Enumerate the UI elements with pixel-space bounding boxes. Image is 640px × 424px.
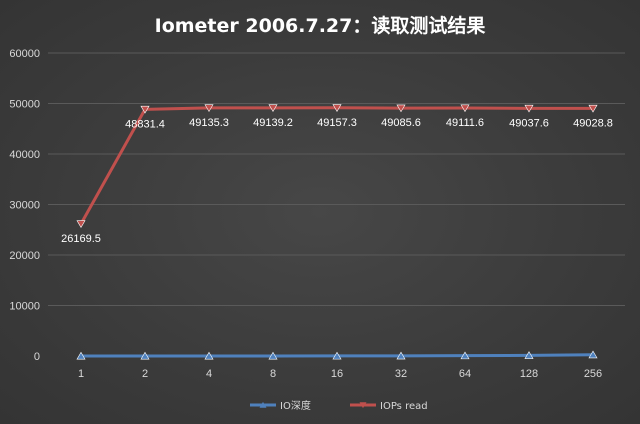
legend: IO深度 IOPs read xyxy=(250,399,428,412)
data-point xyxy=(588,350,598,359)
data-point xyxy=(332,104,342,112)
legend-item: IO深度 xyxy=(250,399,311,412)
data-point xyxy=(140,105,150,114)
legend-marker xyxy=(359,402,367,409)
x-tick-label: 32 xyxy=(395,368,407,380)
data-point xyxy=(268,104,278,113)
data-point xyxy=(588,104,598,113)
series-0 xyxy=(76,350,598,360)
data-point xyxy=(140,351,150,360)
x-tick-label: 64 xyxy=(459,368,471,380)
x-tick-label: 256 xyxy=(584,368,602,380)
data-point xyxy=(524,351,534,359)
data-label: 49157.3 xyxy=(317,117,357,129)
y-tick-label: 50000 xyxy=(9,99,40,111)
data-label: 49111.6 xyxy=(446,117,484,129)
data-label: 49085.6 xyxy=(381,117,421,129)
data-point xyxy=(332,351,342,360)
data-label: 49135.3 xyxy=(189,117,229,129)
x-tick-label: 8 xyxy=(270,368,276,380)
data-point xyxy=(396,351,406,360)
y-axis-ticks: 0 10000 20000 30000 40000 50000 60000 xyxy=(9,48,40,363)
data-label: 49139.2 xyxy=(253,117,293,129)
y-tick-label: 10000 xyxy=(9,301,40,313)
y-tick-label: 20000 xyxy=(9,250,40,262)
data-labels: 26169.5 48831.4 49135.3 49139.2 49157.3 49085… xyxy=(61,117,613,245)
data-point xyxy=(460,104,470,113)
chart-title: Iometer 2006.7.27：读取测试结果 xyxy=(155,14,486,37)
data-point xyxy=(204,351,214,360)
gridlines xyxy=(48,52,625,306)
x-axis-ticks: 1 2 4 8 16 32 64 128 256 xyxy=(78,368,602,380)
data-label: 49037.6 xyxy=(509,117,549,129)
legend-label: IOPs read xyxy=(380,401,428,412)
y-tick-label: 0 xyxy=(34,351,40,363)
data-label: 49028.8 xyxy=(573,117,613,129)
series-layer xyxy=(76,104,598,360)
data-label: 26169.5 xyxy=(61,233,101,245)
data-point xyxy=(524,104,534,113)
y-tick-label: 30000 xyxy=(9,200,40,212)
data-point xyxy=(460,351,470,360)
data-point xyxy=(204,104,214,113)
data-label: 48831.4 xyxy=(125,118,165,130)
series-1 xyxy=(76,104,598,229)
y-tick-label: 40000 xyxy=(9,149,40,161)
x-tick-label: 16 xyxy=(331,368,343,380)
legend-label: IO深度 xyxy=(280,399,311,412)
data-point xyxy=(268,351,278,360)
x-tick-label: 128 xyxy=(520,368,538,380)
data-point xyxy=(76,220,86,229)
x-tick-label: 4 xyxy=(206,368,212,380)
data-point xyxy=(396,104,406,113)
legend-item: IOPs read xyxy=(350,401,428,412)
y-tick-label: 60000 xyxy=(9,48,40,60)
data-point xyxy=(76,351,86,360)
legend-marker xyxy=(259,401,267,408)
x-tick-label: 1 xyxy=(78,368,84,380)
x-tick-label: 2 xyxy=(142,368,148,380)
